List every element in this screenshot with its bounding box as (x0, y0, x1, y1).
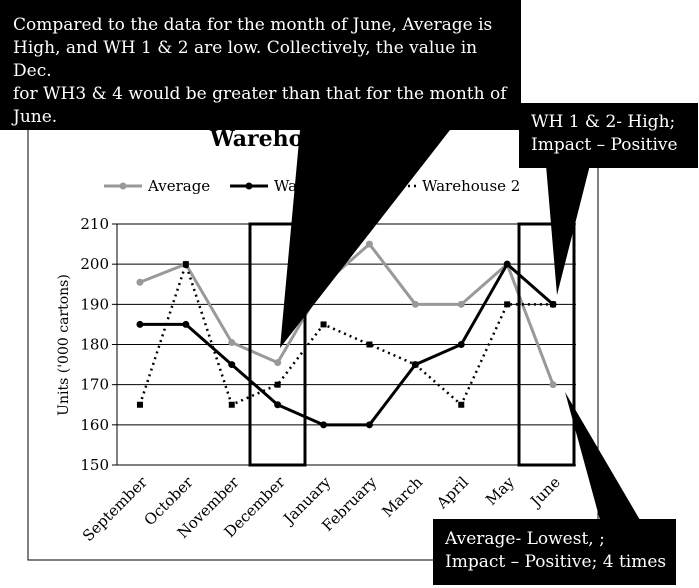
data-point (366, 341, 373, 348)
legend-label: Warehouse 2 (422, 177, 520, 195)
legend-label: Average (147, 177, 210, 195)
data-point (136, 278, 144, 286)
highlight-box-december (248, 222, 307, 467)
y-axis-label: Units ('000 cartons) (56, 274, 72, 416)
data-point (365, 421, 373, 429)
data-point (320, 421, 328, 429)
data-point (182, 261, 189, 268)
callout-pointer-bottom-right (565, 392, 640, 520)
data-point (136, 320, 144, 328)
callout-top-right: WH 1 & 2- High; Impact – Positive (519, 103, 698, 168)
callout-line: Average- Lowest, ; (445, 529, 605, 549)
data-point (274, 401, 282, 409)
data-point (320, 321, 327, 328)
data-point (549, 381, 557, 389)
legend-marker (119, 182, 127, 190)
callout-top-left: Compared to the data for the month of Ju… (0, 0, 521, 130)
data-point (550, 301, 557, 308)
data-point (411, 300, 419, 308)
y-tick-label: 210 (80, 215, 109, 233)
data-point (228, 338, 236, 346)
y-axis-ticks: 150 160 170 180 190 200 210 (80, 215, 117, 474)
data-point (228, 401, 235, 408)
data-point (457, 300, 465, 308)
legend-marker (245, 182, 253, 190)
y-tick-label: 190 (80, 295, 109, 313)
data-point (365, 240, 373, 248)
y-tick-label: 180 (80, 336, 109, 354)
y-tick-label: 150 (80, 456, 109, 474)
data-point (274, 381, 281, 388)
series-group (136, 240, 557, 429)
y-tick-label: 200 (80, 255, 109, 273)
highlight-box-june (517, 222, 576, 467)
data-point (503, 260, 511, 268)
y-tick-label: 160 (80, 416, 109, 434)
callout-line: for WH3 & 4 would be greater than that f… (13, 83, 507, 104)
callout-line: High, and WH 1 & 2 are low. Collectively… (13, 37, 478, 81)
legend-label: Wa (274, 177, 297, 195)
y-tick-label: 170 (80, 376, 109, 394)
data-point (412, 361, 419, 368)
callout-line: WH 1 & 2- High; (531, 112, 676, 132)
callout-pointer-top-left (280, 130, 450, 348)
series-line (139, 241, 555, 386)
data-point (182, 320, 190, 328)
data-point (136, 401, 143, 408)
series-line (139, 261, 555, 427)
callout-pointer-top-right (546, 165, 590, 295)
callout-bottom-right: Average- Lowest, ; Impact – Positive; 4 … (433, 519, 676, 585)
data-point (458, 401, 465, 408)
callout-line: Impact – Positive; 4 times (445, 551, 667, 572)
data-point (274, 359, 282, 367)
data-point (504, 301, 511, 308)
data-point (228, 361, 236, 369)
callout-line: Compared to the data for the month of Ju… (13, 15, 493, 35)
data-point (457, 341, 465, 348)
callout-line: June. (13, 106, 58, 127)
callout-line: Impact – Positive (531, 134, 678, 155)
